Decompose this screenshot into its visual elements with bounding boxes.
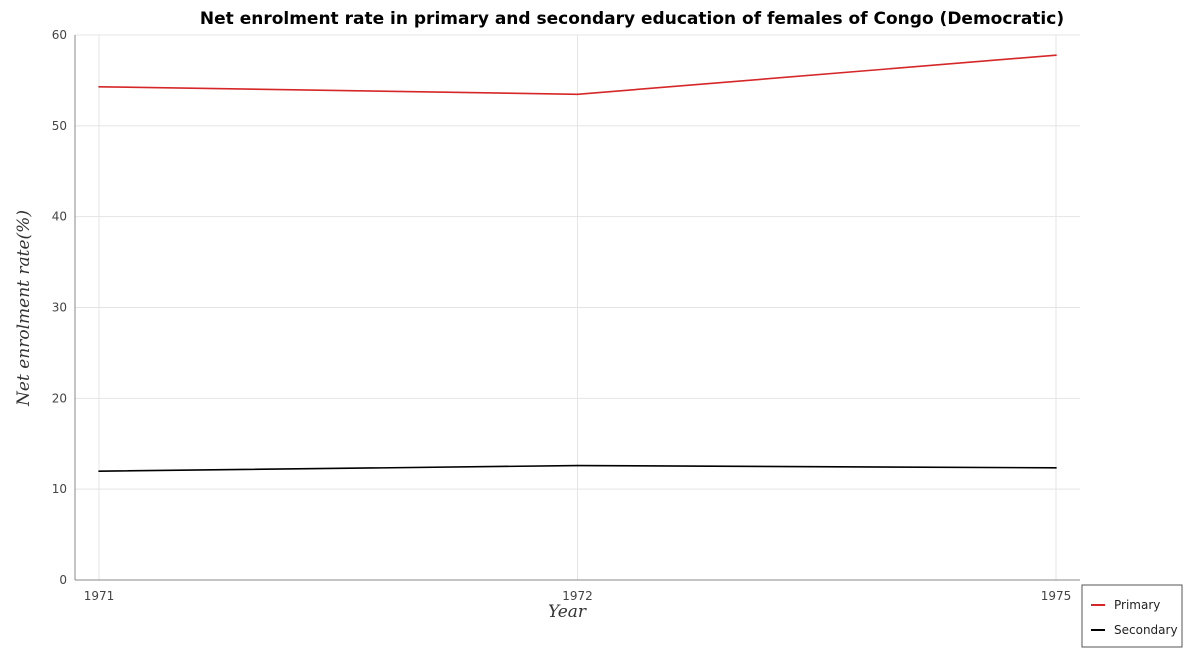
axes <box>74 35 1080 581</box>
data-point-primary <box>1055 54 1057 56</box>
data-point-primary <box>98 85 100 88</box>
y-tick-label: 40 <box>52 210 67 224</box>
legend-label-primary: Primary <box>1114 598 1160 612</box>
series-lines <box>98 54 1057 472</box>
x-axis-label: Year <box>548 602 587 622</box>
y-tick-label: 10 <box>52 482 67 496</box>
data-point-secondary <box>1055 467 1057 469</box>
x-axis-ticks: 1971 1972 1975 <box>84 589 1072 603</box>
x-tick-label: 1971 <box>84 589 115 603</box>
chart-title: Net enrolment rate in primary and second… <box>200 9 1064 29</box>
y-tick-label: 60 <box>52 28 67 42</box>
y-axis-label: Net enrolment rate(%) <box>14 210 34 407</box>
y-axis-ticks: 0 10 20 30 40 50 60 <box>52 28 67 587</box>
y-tick-label: 50 <box>52 119 67 133</box>
data-point-secondary <box>576 464 579 467</box>
y-tick-label: 0 <box>59 573 67 587</box>
grid-lines <box>75 34 1080 581</box>
legend: Primary Secondary <box>1081 584 1183 648</box>
x-tick-label: 1975 <box>1041 589 1072 603</box>
legend-label-secondary: Secondary <box>1114 623 1178 637</box>
data-point-secondary <box>98 470 100 472</box>
legend-box <box>1081 584 1183 648</box>
y-tick-label: 30 <box>52 301 67 315</box>
data-point-primary <box>576 93 579 96</box>
y-tick-label: 20 <box>52 391 67 405</box>
x-tick-label: 1972 <box>562 589 593 603</box>
